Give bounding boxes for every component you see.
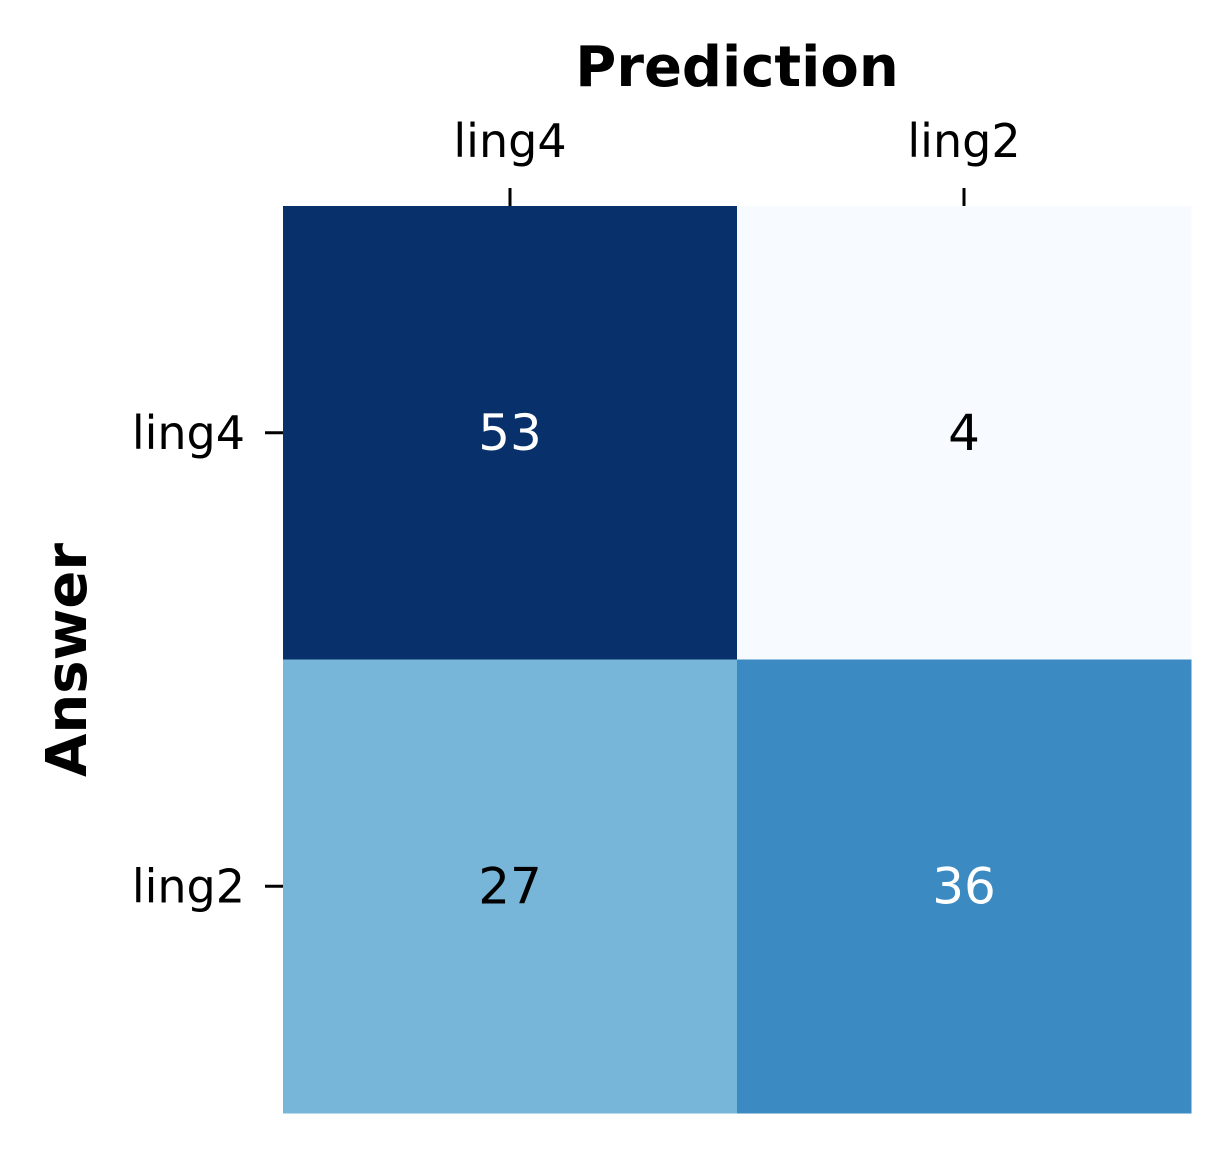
x-axis-ticks: ling4 ling2 [453,114,1021,206]
heatmap-cell-label-r1-c0: 27 [478,857,542,915]
heatmap-cell-label-r0-c1: 4 [948,404,980,462]
heatmap-cell-r0-c0 [283,206,738,660]
x-tick-label-1: ling2 [907,114,1020,168]
heatmap-cell-r1-c1 [737,659,1192,1114]
heatmap-cell-label-r1-c1: 36 [932,857,996,915]
y-tick-label-0: ling4 [132,406,245,460]
y-tick-label-1: ling2 [132,859,245,913]
heatmap-cells: 53 4 27 36 [283,206,1192,1114]
heatmap-cell-r0-c1 [737,206,1192,660]
y-axis-ticks: ling4 ling2 [132,406,283,913]
heatmap-cell-r1-c0 [283,659,738,1114]
x-tick-label-0: ling4 [453,114,566,168]
heatmap-cell-label-r0-c0: 53 [478,404,542,462]
y-axis-title: Answer [35,543,100,777]
x-axis-title: Prediction [575,35,898,100]
